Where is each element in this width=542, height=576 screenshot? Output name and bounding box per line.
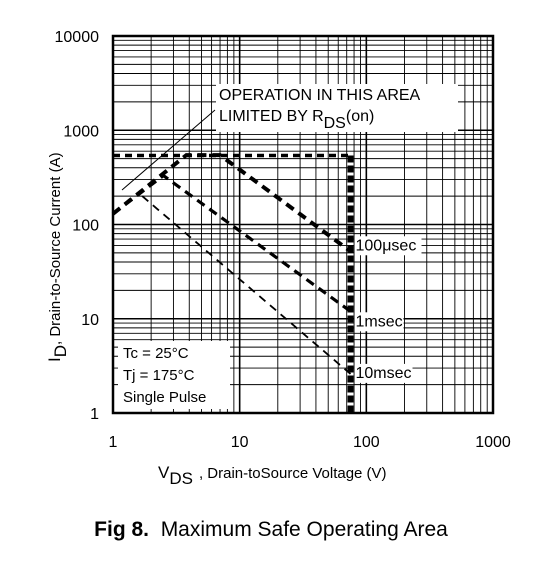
x-tick-label: 100 <box>353 434 380 451</box>
y-tick-label: 10000 <box>55 29 100 46</box>
series-lines <box>111 153 354 413</box>
series-label-1msec: 1msec <box>356 313 403 330</box>
series-1msec-line <box>112 173 352 313</box>
conditions-background <box>118 341 230 409</box>
x-tick-label: 1000 <box>475 434 511 451</box>
figure-number: Fig 8. <box>94 518 150 541</box>
condition-tc: Tc = 25°C <box>123 345 189 362</box>
plot-frame <box>111 34 495 415</box>
y-axis-label: ID, Drain-to-Source Current (A) <box>45 152 70 362</box>
annotation-line2: LIMITED BY RDS(on) <box>219 108 374 132</box>
series-label-1msec-background <box>354 312 404 332</box>
figure-title: Maximum Safe Operating Area <box>160 518 448 541</box>
annotation-line1: OPERATION IN THIS AREA <box>219 87 421 104</box>
series-label-10msec: 10msec <box>356 365 412 382</box>
series-10msec-line <box>141 195 352 375</box>
series-label-100usec: 100μsec <box>356 237 417 254</box>
x-axis-label: VDS, Drain-toSource Voltage (V) <box>158 463 387 488</box>
x-tick-label: 1 <box>109 434 118 451</box>
y-tick-label: 1 <box>90 406 99 423</box>
y-tick-label: 1000 <box>63 123 99 140</box>
series-label-100usec-background <box>354 236 422 256</box>
figure-caption: Fig 8. Maximum Safe Operating Area <box>0 518 542 542</box>
series-labels: 100μsec 1msec 10msec <box>354 236 422 383</box>
x-tick-label: 10 <box>231 434 249 451</box>
condition-pulse: Single Pulse <box>123 389 206 406</box>
condition-tj: Tj = 175°C <box>123 367 195 384</box>
series-100usec-line <box>111 153 352 253</box>
tick-labels: 1 10 100 1000 1 10 100 1000 10000 <box>55 29 511 451</box>
y-tick-label: 10 <box>81 312 99 329</box>
annotation-leader-line <box>121 109 216 191</box>
annotation-background <box>216 84 458 132</box>
series-label-10msec-background <box>354 363 413 383</box>
y-tick-label: 100 <box>72 218 99 235</box>
